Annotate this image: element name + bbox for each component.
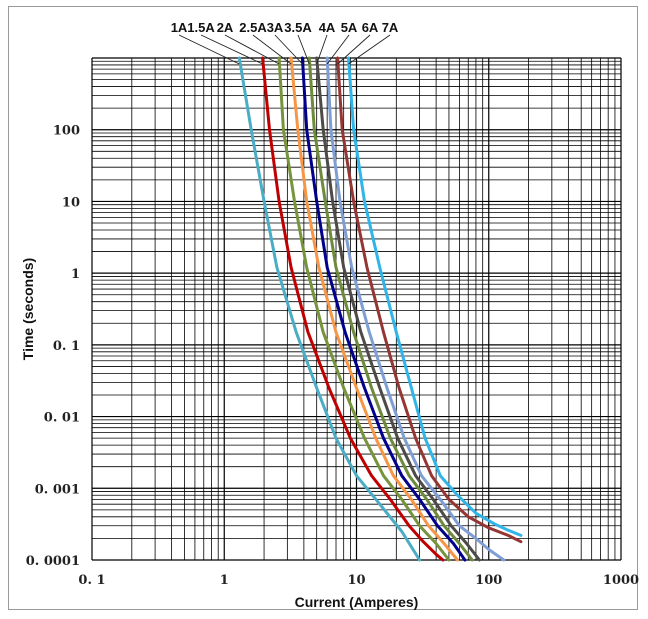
series-curves — [237, 56, 523, 562]
chart-frame: 0. 1 1 10 100 1000 0. 0001 0. 001 0. 01 0. 1 1 10 1… — [8, 6, 639, 610]
y-tick-label: 0. 0001 — [26, 554, 80, 569]
legend-label-3A: 3A — [267, 20, 284, 35]
y-tick-label: 100 — [53, 124, 80, 139]
legend-label-2A: 2A — [217, 20, 234, 35]
series-line-4A — [315, 56, 481, 562]
legend-leader-line — [326, 34, 350, 65]
legend-label-2-5A: 2.5A — [239, 20, 267, 35]
x-axis-label: Current (Amperes) — [295, 594, 419, 610]
grid-lines — [91, 57, 622, 561]
y-axis-label: Time (seconds) — [20, 258, 36, 360]
y-tick-label: 0. 01 — [44, 411, 80, 426]
x-tick-label: 1000 — [603, 573, 639, 588]
legend-leader-line — [297, 34, 310, 65]
series-line-3A — [300, 56, 467, 562]
y-tick-label: 10 — [62, 195, 80, 210]
legend-leader-line — [200, 34, 263, 65]
series-line-1-5A — [261, 56, 445, 562]
legend-leader-line — [252, 34, 292, 65]
x-tick-label: 1 — [220, 573, 229, 588]
legend-leader-line — [274, 34, 303, 65]
legend-label-1-5A: 1.5A — [187, 20, 215, 35]
y-tick-label: 0. 1 — [53, 339, 80, 354]
legend-leader-line — [316, 34, 328, 65]
x-tick-label: 0. 1 — [78, 573, 105, 588]
legend-leader-line — [348, 34, 391, 65]
x-tick-label: 100 — [475, 573, 502, 588]
series-line-2-5A — [289, 56, 459, 562]
series-line-6A — [336, 56, 523, 544]
x-tick-label: 10 — [347, 573, 365, 588]
series-line-2A — [277, 56, 451, 562]
series-line-3-5A — [307, 56, 474, 562]
series-line-5A — [325, 56, 506, 562]
legend-leader-line — [224, 34, 280, 65]
y-tick-label: 0. 001 — [35, 482, 80, 497]
series-line-7A — [347, 56, 523, 537]
legend-leader-line — [337, 34, 371, 65]
legend-label-3-5A: 3.5A — [284, 20, 312, 35]
legend-leader-line — [178, 34, 240, 65]
legend-label-5A: 5A — [341, 20, 358, 35]
fuse-time-current-chart: 0. 1 1 10 100 1000 0. 0001 0. 001 0. 01 0. 1 1 10 1… — [20, 20, 639, 610]
y-tick-label: 1 — [71, 267, 80, 282]
legend: 1A 1.5A 2A 2.5A 3A 3.5A 4A 5A 6A 7A — [171, 20, 399, 65]
legend-label-1A: 1A — [171, 20, 188, 35]
series-line-1A — [237, 56, 422, 562]
legend-label-4A: 4A — [319, 20, 336, 35]
legend-label-6A: 6A — [362, 20, 379, 35]
legend-label-7A: 7A — [382, 20, 399, 35]
